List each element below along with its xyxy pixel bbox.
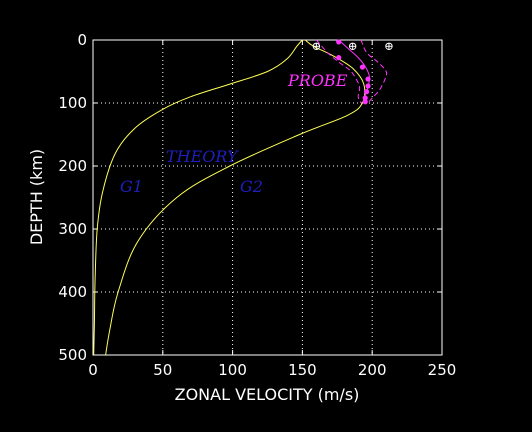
annotation-theory: THEORY [166, 147, 239, 166]
plot-frame [92, 39, 443, 356]
x-tick-label: 150 [288, 361, 317, 379]
y-tick-label: 500 [58, 346, 87, 364]
theory-series [93, 39, 366, 356]
probe-marker [385, 42, 393, 50]
probe-point [359, 64, 366, 70]
probe-point [336, 55, 342, 61]
probe-point [362, 99, 368, 105]
probe-data [312, 39, 393, 105]
probe-point [365, 76, 371, 82]
probe-point [364, 89, 370, 95]
axis-ticks: 0 50 100 150 200 250 0 100 200 300 400 500 [58, 31, 456, 379]
probe-point [362, 95, 368, 101]
probe-error-low [316, 39, 362, 104]
y-tick-label: 100 [58, 94, 87, 112]
y-tick-label: 200 [58, 157, 87, 175]
probe-point [336, 39, 342, 45]
annotation-g1: G1 [120, 177, 143, 196]
grid-lines [93, 40, 442, 355]
x-tick-label: 200 [358, 361, 387, 379]
probe-point [365, 83, 371, 89]
probe-marker [312, 42, 321, 50]
y-tick-label: 400 [58, 283, 87, 301]
x-axis-title: ZONAL VELOCITY (m/s) [175, 385, 360, 404]
x-tick-label: 250 [428, 361, 457, 379]
series-line-g1 [93, 39, 303, 356]
y-tick-label: 300 [58, 220, 87, 238]
y-axis-title: DEPTH (km) [27, 149, 46, 245]
series-line-g2 [105, 39, 366, 356]
annotation-probe: PROBE [287, 71, 348, 90]
y-tick-label: 0 [77, 31, 87, 49]
x-tick-label: 100 [218, 361, 247, 379]
probe-marker [348, 42, 357, 50]
x-tick-label: 50 [153, 361, 172, 379]
annotation-g2: G2 [240, 177, 263, 196]
x-tick-label: 0 [88, 361, 98, 379]
